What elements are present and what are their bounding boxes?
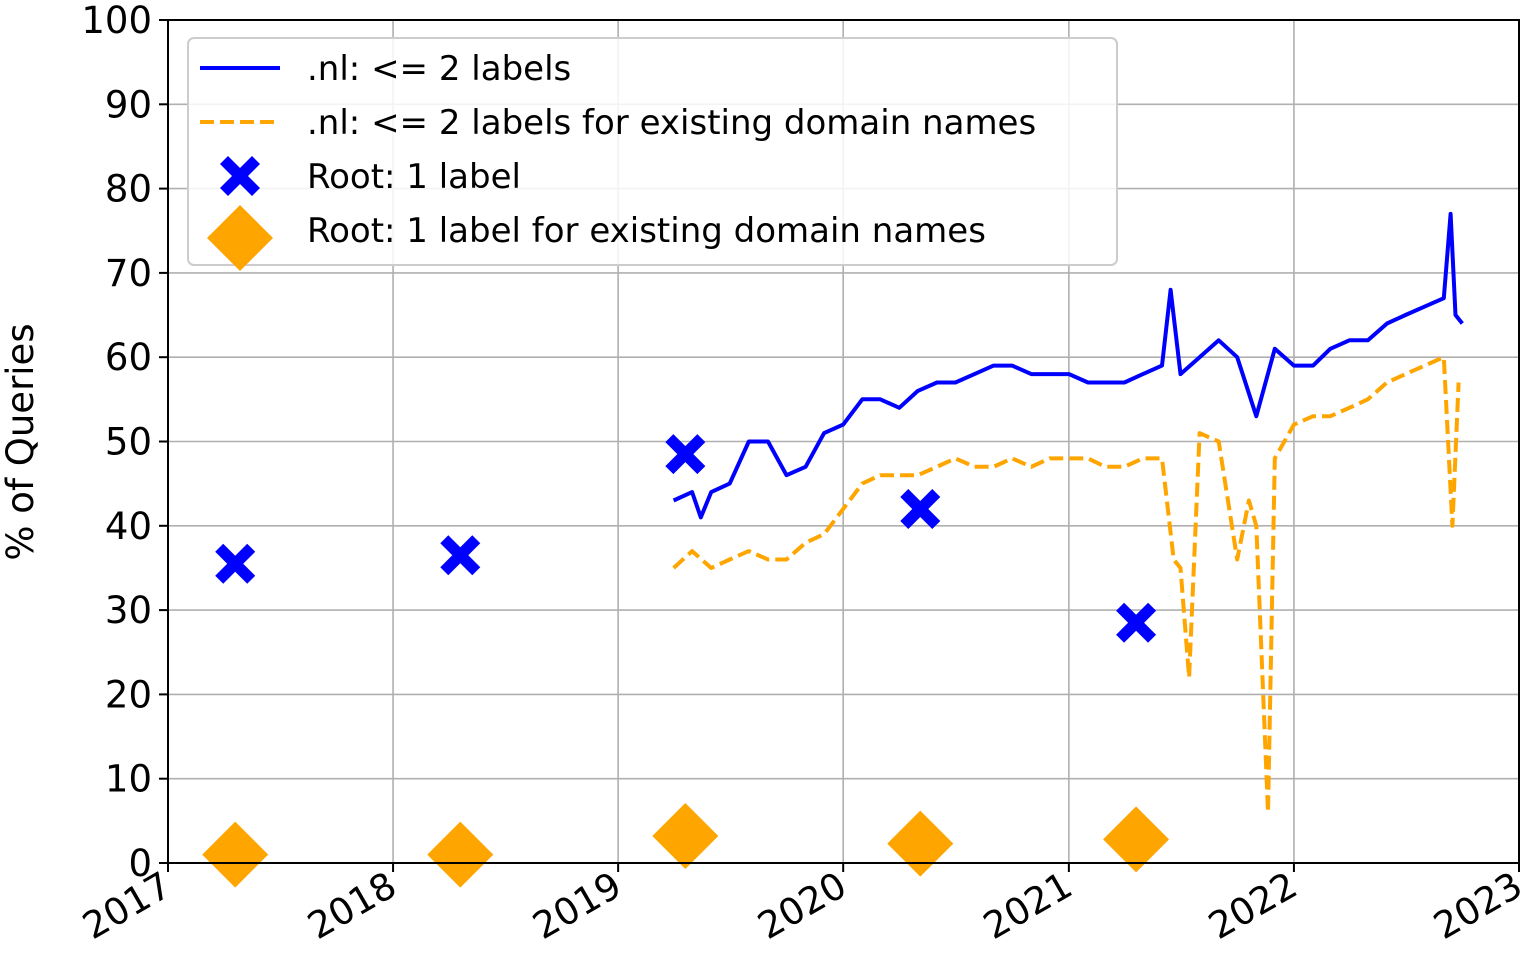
x-tick-label: 2021 (976, 864, 1079, 948)
y-tick-label: 0 (128, 842, 152, 885)
root-marker-diamond (652, 803, 719, 870)
plot-frame (167, 19, 1520, 864)
legend-label: Root: 1 label (307, 157, 521, 197)
root-marker-diamond (1103, 806, 1170, 873)
root-marker-diamond (887, 810, 954, 877)
x-tick-label: 2017 (75, 864, 178, 948)
legend-label: .nl: <= 2 labels for existing domain nam… (307, 103, 1036, 143)
y-tick-label: 50 (105, 421, 152, 464)
y-tick-label: 70 (105, 252, 152, 295)
root-marker-x (665, 434, 706, 475)
y-tick-label: 40 (105, 505, 152, 548)
y-axis-label: % of Queries (0, 323, 42, 560)
x-tick-label: 2022 (1201, 864, 1304, 948)
series-line-0 (672, 211, 1464, 520)
legend-box (187, 37, 1118, 266)
y-tick-label: 30 (105, 589, 152, 632)
y-tick-label: 10 (105, 758, 152, 801)
x-tick-label: 2018 (301, 864, 404, 948)
root-marker-x (900, 488, 941, 529)
y-tick-label: 80 (105, 168, 152, 211)
x-tick-label: 2019 (526, 864, 629, 948)
legend-marker-x (220, 156, 260, 196)
legend: .nl: <= 2 labels .nl: <= 2 labels for exi… (187, 37, 1118, 271)
legend-marker-diamond (207, 205, 273, 271)
y-tick-label: 90 (105, 83, 152, 126)
legend-label: .nl: <= 2 labels (307, 49, 571, 89)
series-layer (202, 211, 1464, 888)
root-marker-diamond (202, 821, 269, 888)
root-marker-x (215, 543, 256, 584)
y-tick-label: 20 (105, 673, 152, 716)
x-tick-label: 2020 (751, 864, 854, 948)
y-tick-label: 60 (105, 336, 152, 379)
root-marker-x (440, 535, 481, 576)
y-tick-label: 100 (81, 0, 152, 42)
root-marker-x (1116, 602, 1157, 643)
legend-label: Root: 1 label for existing domain names (307, 211, 986, 251)
series-line-1 (672, 355, 1461, 815)
x-tick-label: 2023 (1426, 864, 1529, 948)
root-marker-diamond (427, 821, 494, 888)
